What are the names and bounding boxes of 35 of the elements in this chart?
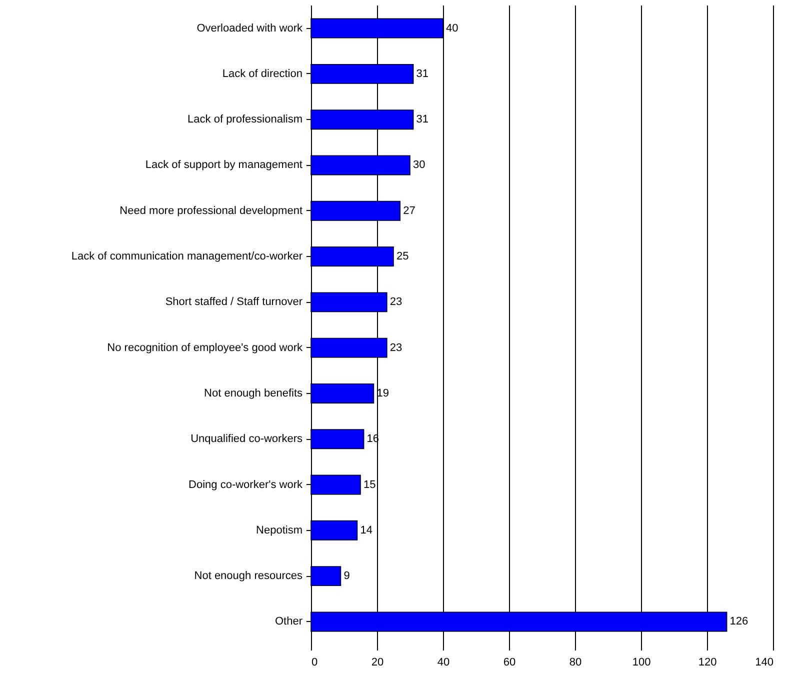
data-label: 31 (416, 68, 429, 80)
y-tick-label: Overloaded with work (196, 22, 303, 34)
data-label: 31 (416, 114, 429, 126)
x-tick-label: 40 (437, 656, 450, 668)
data-label: 9 (344, 570, 350, 582)
y-tick-label: Need more professional development (120, 204, 302, 217)
x-tick-label: 140 (755, 656, 774, 668)
y-tick-label: No recognition of employee's good work (107, 342, 303, 354)
data-label: 126 (730, 616, 748, 628)
y-tick-label: Lack of support by management (145, 159, 302, 172)
y-tick-label: Not enough resources (194, 570, 303, 582)
data-label: 23 (390, 296, 402, 308)
data-label: 30 (413, 159, 426, 172)
data-label: 27 (403, 204, 416, 217)
y-tick-label: Lack of professionalism (188, 114, 302, 126)
x-tick-label: 0 (312, 656, 318, 668)
x-tick-label: 20 (371, 656, 384, 668)
y-tick-label: Not enough benefits (204, 387, 303, 400)
data-label: 15 (364, 478, 376, 491)
y-tick-label: Lack of direction (222, 68, 302, 80)
x-tick-label: 80 (569, 656, 582, 668)
data-label: 40 (446, 22, 458, 34)
x-tick-label: 120 (698, 656, 717, 668)
y-tick-label: Nepotism (256, 524, 302, 536)
data-label: 25 (396, 250, 409, 263)
y-tick-label: Other (274, 616, 303, 628)
y-tick-label: Lack of communication management/co-worker (71, 250, 303, 263)
data-label: 14 (360, 524, 372, 536)
data-label: 19 (376, 387, 389, 400)
x-tick-label: 100 (632, 656, 651, 668)
y-tick-label: Doing co-worker's work (188, 478, 303, 491)
y-tick-label: Short staffed / Staff turnover (165, 296, 303, 308)
y-tick-label: Unqualified co-workers (190, 433, 303, 446)
data-label: 23 (390, 342, 402, 354)
x-tick-label: 60 (503, 656, 516, 668)
